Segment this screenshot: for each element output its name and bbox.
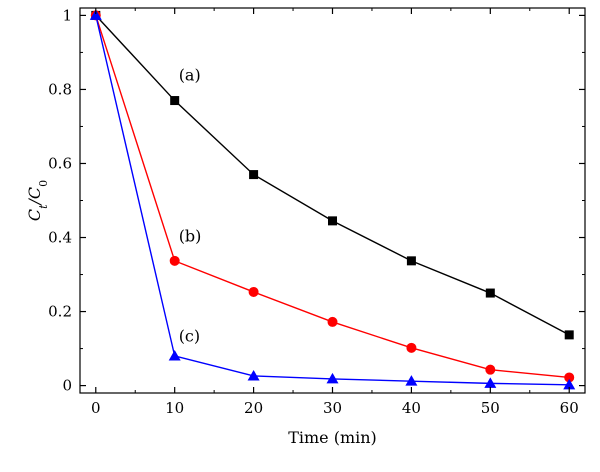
y-tick-label: 1 <box>62 6 72 24</box>
y-tick-label: 0.2 <box>48 303 72 321</box>
x-tick-label: 20 <box>244 399 263 417</box>
data-point <box>169 255 180 266</box>
data-point <box>406 342 417 353</box>
y-tick-label: 0.8 <box>48 80 72 98</box>
data-point <box>326 372 339 384</box>
data-point <box>564 372 575 383</box>
y-axis-title: Ct/C0 <box>25 180 50 221</box>
data-point <box>327 316 338 327</box>
tick-layer: 0 10 20 30 40 50 60 0 0.2 0.4 0.6 0.8 1 <box>48 6 585 417</box>
x-tick-label: 40 <box>402 399 421 417</box>
x-tick-label: 60 <box>560 399 579 417</box>
y-axis-title-sep: /C <box>25 187 44 207</box>
data-point <box>405 375 418 386</box>
plot-layer: (a) (b) (c) <box>89 9 576 390</box>
data-point <box>247 369 260 381</box>
data-point <box>484 377 497 388</box>
data-point <box>249 170 259 180</box>
data-point <box>328 216 337 226</box>
x-axis-title: Time (min) <box>288 428 377 447</box>
series-line <box>95 15 570 386</box>
data-point <box>485 288 495 298</box>
series-label: (c) <box>179 327 200 346</box>
series-label: (a) <box>179 66 201 85</box>
series-label: (b) <box>179 227 202 246</box>
x-tick-label: 50 <box>481 399 500 417</box>
data-point <box>170 96 180 106</box>
data-point <box>563 378 576 390</box>
y-axis-title-sub1: t <box>37 204 50 209</box>
x-tick-label: 0 <box>91 399 101 417</box>
data-point <box>564 330 574 340</box>
data-point <box>485 364 496 375</box>
data-point <box>89 9 102 20</box>
series-line <box>95 14 570 336</box>
x-tick-label: 30 <box>323 399 342 417</box>
data-point <box>168 349 181 361</box>
y-tick-label: 0.4 <box>48 229 72 247</box>
y-tick-label: 0 <box>62 377 72 395</box>
x-tick-label: 10 <box>165 399 184 417</box>
y-axis-title-sub2: 0 <box>37 180 50 187</box>
data-point <box>248 286 259 297</box>
y-tick-label: 0.6 <box>48 154 72 172</box>
y-axis-title-main: C <box>25 209 44 221</box>
data-point <box>406 256 416 266</box>
